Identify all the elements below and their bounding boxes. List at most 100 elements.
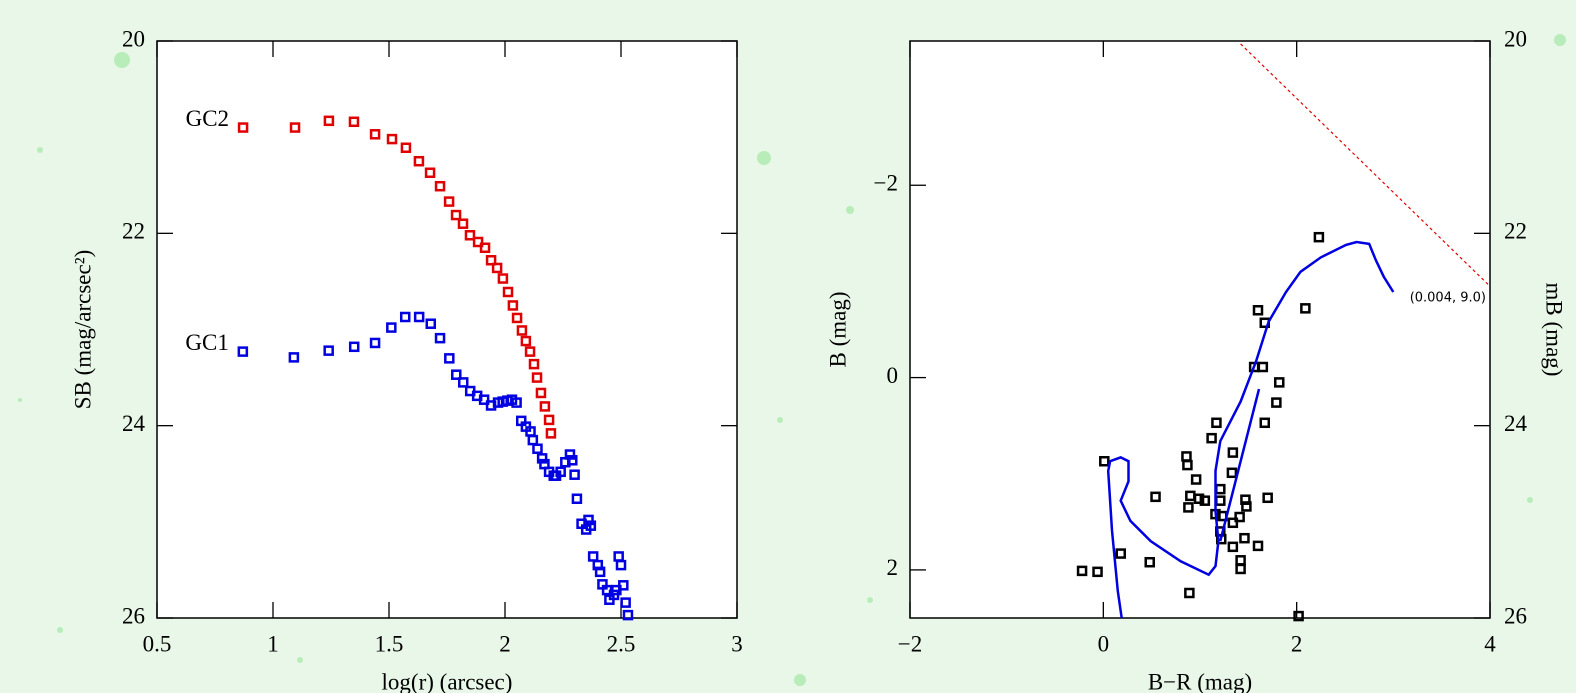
data-point bbox=[1234, 511, 1245, 523]
data-point bbox=[1271, 397, 1282, 408]
data-point bbox=[451, 369, 462, 380]
data-point bbox=[464, 230, 476, 241]
data-point bbox=[386, 322, 397, 333]
x-tick-label: 0.5 bbox=[143, 631, 172, 656]
data-point bbox=[1239, 532, 1250, 544]
data-point bbox=[1193, 493, 1205, 505]
data-point bbox=[1184, 587, 1195, 599]
data-point bbox=[569, 469, 580, 480]
data-point bbox=[1300, 303, 1311, 314]
x-tick-label: 1 bbox=[267, 631, 279, 656]
data-point bbox=[1190, 474, 1202, 485]
background-spots bbox=[18, 34, 1566, 686]
x-tick-label: 4 bbox=[1484, 631, 1496, 656]
data-point bbox=[543, 414, 555, 426]
data-point bbox=[592, 559, 604, 571]
series-label: GC1 bbox=[185, 330, 228, 355]
data-point bbox=[622, 609, 634, 621]
data-point bbox=[1199, 495, 1211, 506]
y-tick-label: 24 bbox=[122, 411, 146, 436]
data-point bbox=[1227, 517, 1239, 529]
y-axis-label: SB (mag/arcsec²) bbox=[70, 250, 95, 410]
data-point bbox=[472, 236, 484, 248]
data-point bbox=[1240, 494, 1251, 505]
annotation: (0.004, 9.0) bbox=[1410, 291, 1486, 306]
data-point bbox=[323, 345, 334, 356]
data-point bbox=[400, 142, 412, 153]
data-point bbox=[348, 116, 360, 128]
data-point bbox=[535, 387, 547, 399]
data-point bbox=[1227, 541, 1239, 553]
data-point bbox=[1235, 563, 1246, 575]
data-point bbox=[443, 196, 455, 207]
data-point bbox=[399, 311, 411, 323]
data-point bbox=[289, 122, 301, 133]
y2-tick-label: 22 bbox=[1504, 219, 1527, 244]
data-point bbox=[618, 580, 629, 591]
y-tick-label: 20 bbox=[122, 26, 145, 51]
data-point bbox=[434, 332, 446, 344]
data-point bbox=[583, 514, 594, 526]
data-point bbox=[536, 453, 548, 464]
data-point bbox=[528, 358, 540, 370]
data-point bbox=[1115, 548, 1126, 559]
data-point bbox=[502, 286, 514, 298]
data-point bbox=[1182, 459, 1193, 471]
data-point bbox=[594, 566, 606, 578]
data-point bbox=[1099, 455, 1110, 467]
x-tick-label: 0 bbox=[1098, 631, 1110, 656]
data-point bbox=[539, 401, 551, 412]
data-point bbox=[348, 341, 360, 353]
x-tick-label: 1.5 bbox=[375, 631, 404, 656]
x-tick-label: 3 bbox=[731, 631, 743, 656]
y-tick-label: −2 bbox=[874, 171, 898, 196]
y-tick-label: 0 bbox=[887, 363, 899, 388]
y2-tick-label: 26 bbox=[1504, 603, 1527, 628]
data-point bbox=[571, 493, 583, 505]
data-point bbox=[425, 318, 437, 329]
data-point bbox=[413, 155, 425, 167]
data-point bbox=[1241, 501, 1252, 512]
data-point bbox=[369, 129, 381, 140]
data-point bbox=[1274, 377, 1285, 388]
data-point bbox=[413, 311, 425, 323]
data-point bbox=[237, 346, 249, 357]
data-point bbox=[1076, 565, 1088, 577]
data-point bbox=[1262, 492, 1273, 504]
data-point bbox=[497, 273, 509, 284]
y-tick-label: 2 bbox=[887, 555, 899, 580]
y-tick-label: 22 bbox=[122, 219, 145, 244]
y2-tick-label: 20 bbox=[1504, 26, 1527, 51]
x-tick-label: 2 bbox=[499, 631, 511, 656]
data-point bbox=[386, 133, 398, 145]
data-point bbox=[564, 449, 576, 460]
data-point bbox=[524, 346, 536, 357]
data-point bbox=[1206, 432, 1217, 444]
data-point bbox=[520, 335, 532, 347]
data-point bbox=[620, 597, 631, 608]
x-tick-label: −2 bbox=[898, 631, 922, 656]
dashed-line bbox=[1240, 43, 1490, 286]
y2-axis-label: mB (mag) bbox=[1542, 283, 1567, 377]
data-point bbox=[511, 397, 522, 408]
data-point bbox=[1313, 231, 1325, 243]
data-point bbox=[1227, 447, 1239, 458]
data-point bbox=[288, 352, 300, 363]
x-axis-label: B−R (mag) bbox=[1148, 669, 1252, 693]
data-point bbox=[1092, 566, 1103, 578]
data-point bbox=[532, 443, 543, 454]
data-point bbox=[567, 455, 578, 466]
data-point bbox=[1259, 417, 1271, 429]
y-tick-label: 26 bbox=[122, 603, 145, 628]
data-point bbox=[531, 372, 543, 383]
data-point bbox=[1226, 467, 1238, 479]
data-point bbox=[478, 394, 490, 405]
plot-area bbox=[909, 40, 1491, 619]
data-point bbox=[323, 115, 335, 127]
data-point bbox=[450, 209, 462, 221]
data-point bbox=[444, 353, 455, 364]
data-point bbox=[457, 377, 469, 388]
data-point bbox=[424, 167, 436, 178]
